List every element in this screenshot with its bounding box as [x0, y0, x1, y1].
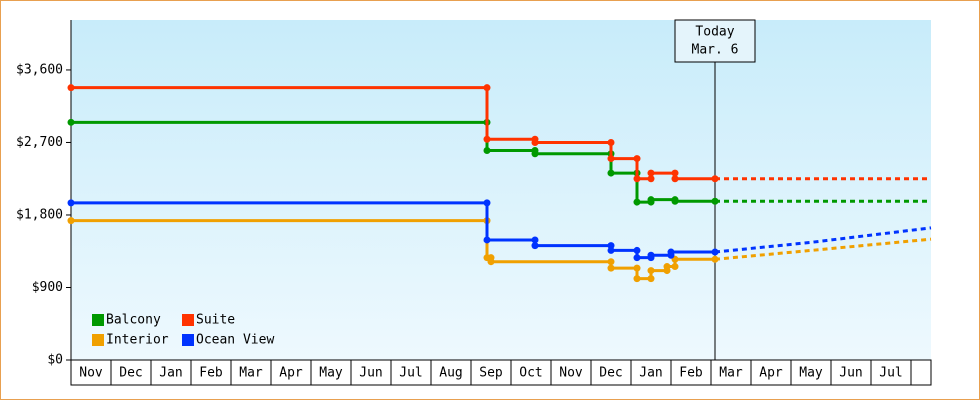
x-tick-label: Mar [239, 366, 263, 381]
point [647, 275, 655, 283]
point [607, 264, 615, 272]
x-tick-label: Dec [119, 366, 142, 381]
today-label: Mar. 6 [692, 43, 739, 58]
point [483, 84, 491, 92]
legend-label: Ocean View [196, 333, 274, 348]
x-tick-label: Jul [399, 366, 422, 381]
y-tick-label: $2,700 [16, 135, 63, 150]
x-tick-label: May [319, 366, 343, 381]
x-tick-label: Feb [679, 366, 703, 381]
series-line [71, 86, 715, 181]
point [671, 175, 679, 183]
x-tick-label: Sep [479, 366, 503, 381]
point [531, 242, 539, 250]
legend-swatch [182, 334, 194, 346]
point [633, 198, 641, 206]
legend-label: Suite [196, 313, 235, 328]
x-tick-label: Oct [519, 366, 542, 381]
point [531, 138, 539, 146]
point [647, 169, 655, 177]
legend-swatch [182, 314, 194, 326]
point [607, 242, 615, 250]
point [633, 155, 641, 163]
x-tick-label: Jun [359, 366, 382, 381]
series-line [71, 120, 715, 204]
y-tick-label: $0 [47, 353, 63, 368]
point [67, 217, 75, 225]
x-tick-label: Feb [199, 366, 223, 381]
point [633, 175, 641, 183]
x-tick-label: Jan [639, 366, 662, 381]
point [607, 246, 615, 254]
point [671, 197, 679, 205]
x-tick-label: Nov [559, 366, 583, 381]
today-box [674, 19, 756, 63]
point [671, 263, 679, 271]
y-tick-label: $1,800 [16, 207, 63, 222]
x-tick-label: Jul [879, 366, 902, 381]
y-tick-label: $3,600 [16, 62, 63, 77]
point [633, 275, 641, 283]
point [67, 84, 75, 92]
point [483, 236, 491, 244]
today-label: Today [695, 25, 734, 40]
point [711, 248, 719, 256]
point [531, 150, 539, 158]
point [483, 135, 491, 143]
point [647, 251, 655, 259]
legend-label: Interior [106, 333, 169, 348]
legend-swatch [92, 314, 104, 326]
point [607, 138, 615, 146]
y-tick-label: $900 [32, 280, 63, 295]
point [531, 236, 539, 244]
legend-label: Balcony [106, 313, 161, 328]
legend-swatch [92, 334, 104, 346]
point [67, 118, 75, 126]
x-tick-label: May [799, 366, 823, 381]
point [607, 169, 615, 177]
point [483, 147, 491, 155]
x-tick-label: Apr [279, 366, 303, 381]
point [671, 169, 679, 177]
x-tick-label: Mar [719, 366, 743, 381]
plot-area [71, 20, 931, 360]
x-tick-label: Dec [599, 366, 622, 381]
point [607, 258, 615, 266]
point [633, 264, 641, 272]
point [711, 175, 719, 183]
x-tick-label: Aug [439, 366, 462, 381]
point [633, 246, 641, 254]
x-axis-band [70, 359, 932, 386]
point [647, 267, 655, 275]
x-tick-label: Apr [759, 366, 783, 381]
x-tick-label: Jun [839, 366, 862, 381]
point [667, 248, 675, 256]
point [647, 175, 655, 183]
point [711, 197, 719, 205]
point [487, 258, 495, 266]
point [663, 263, 671, 271]
point [483, 199, 491, 207]
point [647, 196, 655, 204]
x-tick-label: Jan [159, 366, 182, 381]
point [67, 199, 75, 207]
point [711, 255, 719, 263]
x-tick-label: Nov [79, 366, 103, 381]
point [607, 155, 615, 163]
point [633, 254, 641, 262]
